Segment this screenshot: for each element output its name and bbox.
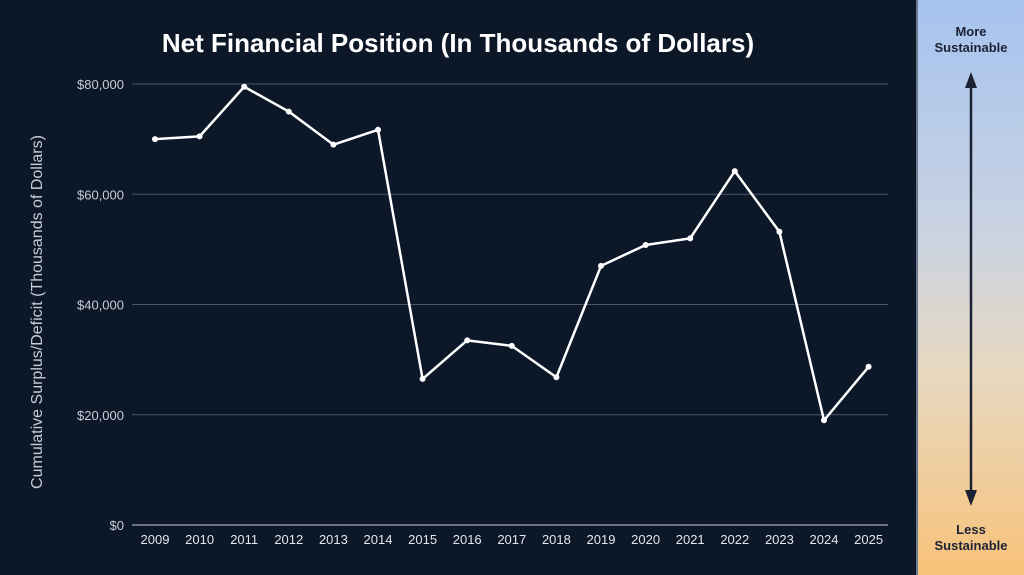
data-point [598,262,604,269]
x-tick-label: 2024 [810,532,839,547]
x-tick-label: 2017 [497,532,526,547]
more-sustainable-label: More Sustainable [918,24,1024,56]
data-point [241,83,248,90]
data-point [330,141,337,148]
data-point [642,241,649,248]
y-tick-label: $80,000 [77,77,124,92]
sustainable-top-label: Sustainable [934,40,1008,55]
more-label: More [955,24,987,39]
x-tick-label: 2009 [141,532,170,547]
x-tick-label: 2010 [185,532,214,547]
double-arrow-icon [965,72,977,506]
x-tick-label: 2013 [319,532,348,547]
y-tick-label: $40,000 [77,298,124,313]
data-point [821,417,827,424]
y-tick-labels: $0 $20,000 $40,000 $60,000 $80,000 [77,77,124,533]
x-tick-label: 2022 [720,532,749,547]
data-point [375,126,381,133]
sustainability-scale: More Sustainable Less Sustainable [916,0,1024,575]
chart-panel: Net Financial Position (In Thousands of … [29,28,888,547]
x-tick-label: 2020 [631,532,660,547]
x-tick-label: 2018 [542,532,571,547]
x-tick-label: 2019 [587,532,616,547]
less-label: Less [956,522,986,537]
series-line-layer [154,85,870,422]
data-point [731,168,738,175]
x-tick-label: 2021 [676,532,705,547]
y-axis-label: Cumulative Surplus/Deficit (Thousands of… [29,135,46,489]
x-tick-label: 2025 [854,532,883,547]
x-tick-labels: 2009 2010 2011 2012 2013 2014 2015 2016 2017 2018… [141,532,884,547]
gridlines [132,83,888,526]
data-point [687,235,694,242]
data-point [776,228,783,235]
data-point [196,133,203,140]
data-point [152,136,158,143]
data-point [508,342,515,349]
x-tick-label: 2011 [230,532,258,547]
data-points [152,83,872,424]
data-point [553,374,560,381]
data-point [285,108,292,115]
series-line [154,85,870,422]
data-point [464,337,471,344]
x-tick-label: 2016 [453,532,482,547]
y-tick-label: $60,000 [77,187,124,202]
x-tick-label: 2014 [364,532,393,547]
data-point [419,375,426,382]
x-tick-label: 2012 [274,532,303,547]
data-point [865,363,872,370]
chart-title: Net Financial Position (In Thousands of … [162,28,754,58]
x-tick-label: 2015 [408,532,437,547]
line-chart: Net Financial Position (In Thousands of … [29,28,888,547]
x-tick-label: 2023 [765,532,794,547]
sustainable-bottom-label: Sustainable [934,538,1008,553]
less-sustainable-label: Less Sustainable [918,522,1024,554]
y-tick-label: $20,000 [77,408,124,423]
y-tick-label: $0 [110,518,124,533]
